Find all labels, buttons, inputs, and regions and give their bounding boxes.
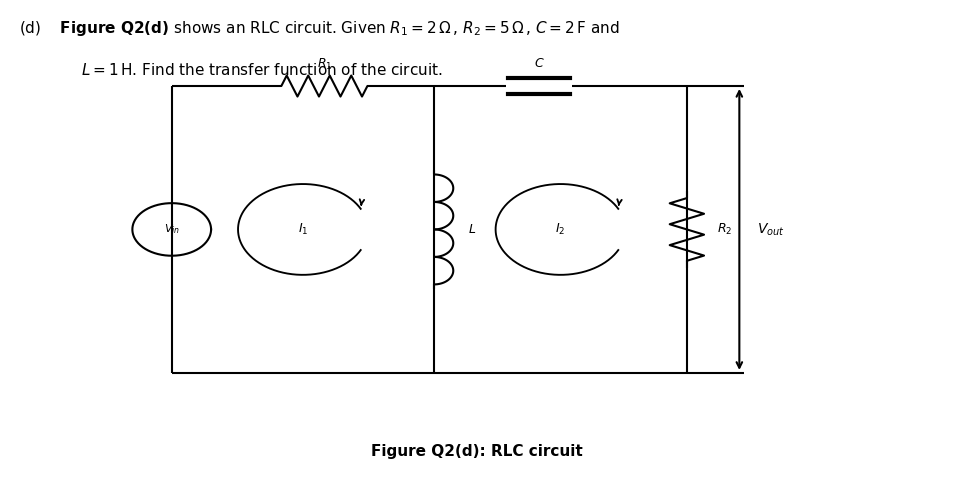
Text: $C$: $C$ <box>533 57 544 70</box>
Text: $R_1$: $R_1$ <box>316 56 332 72</box>
Text: $L$: $L$ <box>467 223 476 236</box>
Text: (d)    $\bf{Figure\ Q2(d)}$ shows an RLC circuit. Given $R_1 = 2\,\Omega\,$, $R_: (d) $\bf{Figure\ Q2(d)}$ shows an RLC ci… <box>19 19 619 38</box>
Text: $I_2$: $I_2$ <box>555 222 565 237</box>
Text: $R_2$: $R_2$ <box>717 222 732 237</box>
Text: Figure Q2(d): RLC circuit: Figure Q2(d): RLC circuit <box>371 444 582 459</box>
Text: $L = 1\,\mathrm{H}$. Find the transfer function of the circuit.: $L = 1\,\mathrm{H}$. Find the transfer f… <box>81 62 442 78</box>
Text: $V_{in}$: $V_{in}$ <box>164 223 179 236</box>
Text: $V_{out}$: $V_{out}$ <box>756 221 783 238</box>
Text: $I_1$: $I_1$ <box>297 222 308 237</box>
